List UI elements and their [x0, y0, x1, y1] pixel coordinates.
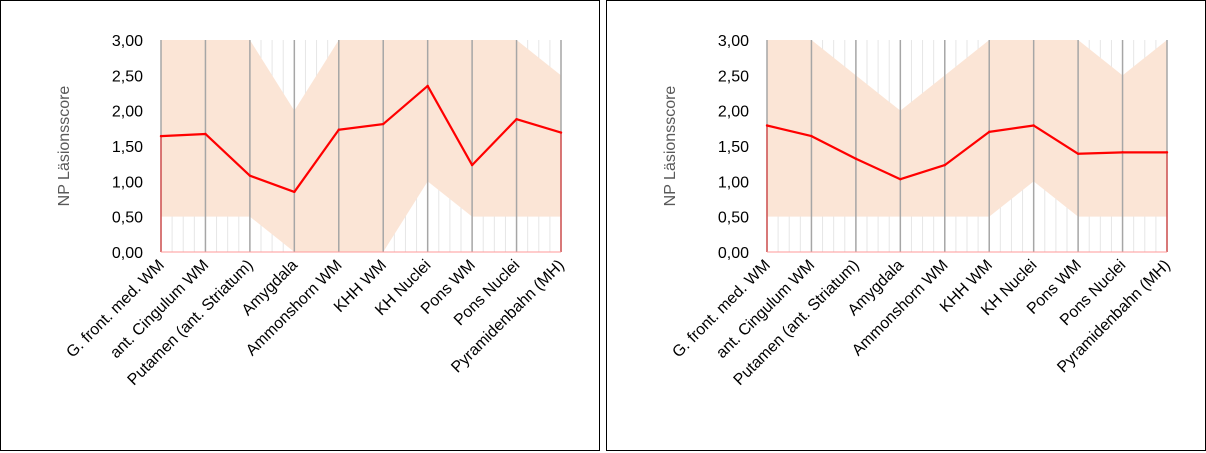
mean-point	[988, 130, 991, 134]
mean-point	[765, 124, 769, 127]
y-tick-label: 0,00	[718, 245, 749, 262]
y-tick-label: 1,50	[112, 139, 143, 156]
mean-point	[1165, 151, 1169, 154]
mean-point	[159, 134, 163, 138]
y-axis-label: NP Läsionsscore	[662, 86, 679, 207]
mean-point	[943, 163, 946, 167]
panel-divider	[600, 0, 606, 453]
mean-point	[293, 190, 296, 194]
mean-point	[899, 178, 902, 181]
mean-point	[559, 131, 563, 134]
y-tick-label: 2,00	[112, 104, 143, 121]
y-tick-label: 3,00	[112, 33, 143, 50]
y-axis-label: NP Läsionsscore	[56, 86, 73, 207]
lesion-score-chart-left: 0,00 0,50 1,00 1,50 2,00 2,50 3,00 NP Läsionssc…	[56, 33, 568, 389]
mean-point	[810, 134, 813, 138]
mean-point	[515, 117, 518, 121]
y-tick-label: 1,00	[112, 174, 143, 191]
y-tick-label: 0,50	[112, 210, 143, 227]
y-tick-label: 1,50	[718, 139, 749, 156]
chart-panel-left: 0,00 0,50 1,00 1,50 2,00 2,50 3,00 NP Läsionssc…	[0, 0, 600, 451]
mean-line	[766, 124, 1167, 181]
mean-line	[160, 84, 562, 194]
range-band	[161, 40, 561, 252]
range-band	[767, 40, 1167, 217]
y-tick-label: 3,00	[718, 33, 749, 50]
y-tick-label: 0,00	[112, 245, 143, 262]
mean-point	[337, 128, 340, 131]
mean-point	[1121, 151, 1124, 154]
mean-point	[382, 122, 385, 126]
chart-panel-right: 0,00 0,50 1,00 1,50 2,00 2,50 3,00 NP Läsionssc…	[606, 0, 1206, 451]
mean-point	[248, 174, 252, 177]
y-tick-label: 2,50	[112, 68, 143, 85]
y-tick-label: 1,00	[718, 174, 749, 191]
y-tick-label: 2,50	[718, 68, 749, 85]
mean-point	[426, 84, 429, 88]
y-tick-label: 0,50	[718, 210, 749, 227]
mean-point	[1076, 152, 1080, 155]
mean-point	[470, 163, 474, 167]
mean-point	[854, 157, 858, 160]
mean-point	[1032, 124, 1035, 127]
lesion-score-chart-right: 0,00 0,50 1,00 1,50 2,00 2,50 3,00 NP Läsionssc…	[662, 33, 1174, 389]
y-tick-label: 2,00	[718, 104, 749, 121]
mean-point	[204, 132, 207, 136]
